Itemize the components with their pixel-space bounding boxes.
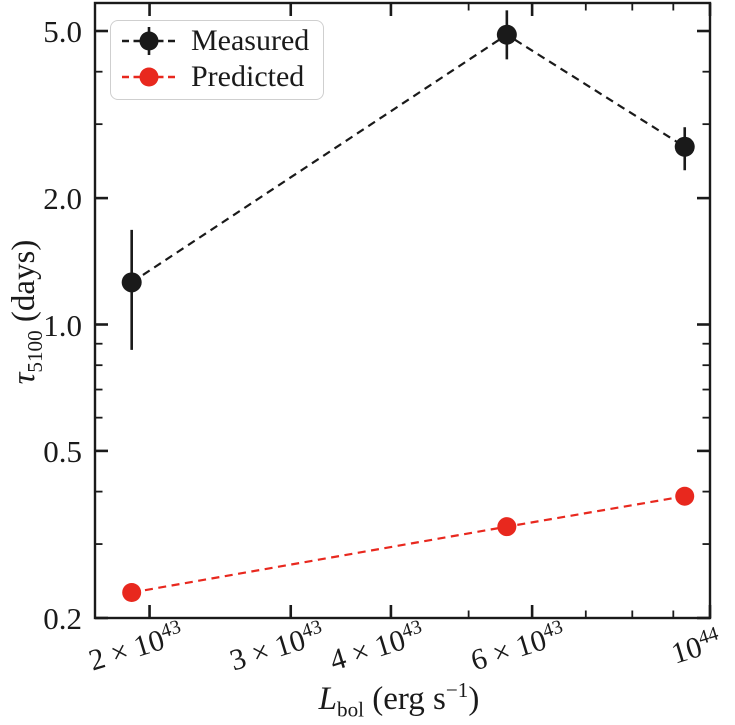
x-axis-symbol: L bbox=[318, 681, 338, 717]
legend: Measured Predicted bbox=[110, 20, 325, 100]
legend-entry-predicted: Predicted bbox=[121, 59, 309, 95]
y-ticks bbox=[95, 29, 710, 620]
measured-marker-dot bbox=[139, 31, 159, 51]
predicted-point bbox=[497, 517, 517, 537]
plot-frame bbox=[93, 1, 712, 620]
x-axis-unit-suffix: ) bbox=[468, 681, 480, 717]
measured-point bbox=[121, 272, 142, 293]
y-tick-label: 2.0 bbox=[43, 181, 82, 217]
y-tick-label: 0.5 bbox=[43, 433, 82, 469]
legend-label-measured: Measured bbox=[191, 24, 310, 57]
y-tick-label: 0.2 bbox=[43, 601, 82, 636]
x-axis-unit-prefix: (erg s bbox=[364, 681, 446, 717]
measured-point bbox=[496, 24, 517, 45]
measured-point bbox=[674, 136, 695, 157]
legend-entry-measured: Measured bbox=[121, 23, 309, 59]
predicted-marker-dot bbox=[139, 67, 159, 87]
x-axis-symbol-sub: bol bbox=[337, 697, 364, 722]
x-axis-unit-exp: −1 bbox=[445, 678, 469, 702]
measured-series bbox=[121, 10, 695, 350]
y-tick-label: 1.0 bbox=[43, 307, 82, 343]
predicted-line bbox=[131, 495, 685, 594]
x-axis-label: Lbol (erg s−1) bbox=[319, 678, 480, 723]
measured-errorbar-handle-icon bbox=[122, 27, 176, 55]
legend-label-predicted: Predicted bbox=[191, 60, 305, 93]
y-tick-label: 5.0 bbox=[43, 14, 82, 49]
predicted-series bbox=[122, 486, 695, 603]
predicted-point bbox=[122, 583, 142, 603]
predicted-point bbox=[675, 486, 695, 506]
x-ticks bbox=[148, 3, 712, 618]
y-axis-symbol: τ bbox=[6, 372, 43, 385]
predicted-handle-icon bbox=[122, 67, 176, 87]
